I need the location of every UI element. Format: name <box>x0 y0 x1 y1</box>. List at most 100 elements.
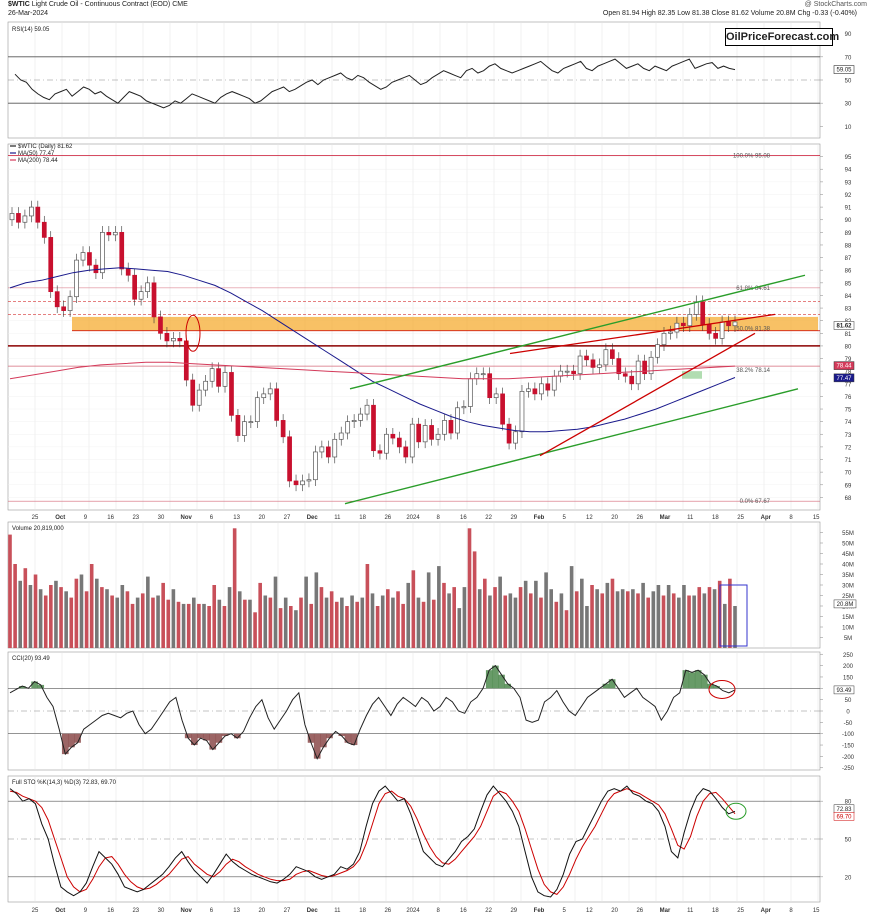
candle-body <box>22 215 28 223</box>
price-tick: 88 <box>845 243 852 249</box>
volume-last-box <box>833 599 857 609</box>
volume-bar <box>651 591 656 648</box>
volume-bar <box>666 585 671 648</box>
fib-label: 38.2% 78.14 <box>736 368 770 374</box>
volume-bar <box>467 528 472 648</box>
volume-tick: 10M <box>842 626 854 632</box>
volume-bar <box>462 587 467 648</box>
price-tick: 91 <box>845 206 852 212</box>
candle-body <box>551 375 557 391</box>
cci-oversold-fill <box>191 733 198 746</box>
candle-body <box>603 349 609 366</box>
volume-bar <box>472 551 477 648</box>
volume-bar <box>120 585 125 648</box>
volume-bar <box>707 587 712 648</box>
x-axis-label: 9 <box>84 515 88 521</box>
candle-body <box>267 388 273 395</box>
x-axis-label: 25 <box>737 515 744 521</box>
volume-bar <box>125 591 130 648</box>
cci-oversold-fill <box>313 733 321 759</box>
volume-bar <box>324 597 329 648</box>
volume-bar <box>513 597 518 648</box>
cci-overbought-fill <box>682 670 690 689</box>
volume-bar <box>483 578 487 648</box>
candle-body <box>597 364 602 368</box>
volume-bar <box>712 589 717 648</box>
volume-bar <box>411 570 416 648</box>
volume-bar <box>340 597 344 648</box>
candle-body <box>345 421 351 434</box>
candle-body <box>332 438 338 458</box>
volume-bar <box>140 593 145 648</box>
volume-bar <box>421 601 426 648</box>
candle-body <box>235 414 241 436</box>
price-tick: 81 <box>845 332 852 338</box>
cci-oversold-fill <box>338 733 346 736</box>
candle-body <box>629 375 635 385</box>
cci-highlight-ellipse <box>708 679 736 699</box>
price-tick: 89 <box>845 231 852 237</box>
candle-body <box>519 391 525 433</box>
volume-bar <box>523 580 528 648</box>
fib-label: 0.0% 67.67 <box>740 499 771 505</box>
price-tick: 80 <box>845 344 852 350</box>
x-axis-label-bottom: 8 <box>789 908 793 914</box>
cci-oversold-fill <box>234 733 241 739</box>
cci-oversold-fill <box>203 733 210 741</box>
rsi-tick: 90 <box>845 32 852 38</box>
price-tick: 73 <box>845 433 852 439</box>
volume-bar <box>232 528 237 648</box>
x-axis-label: 12 <box>586 515 593 521</box>
candle-body <box>145 282 150 293</box>
volume-bar <box>23 568 28 648</box>
sto-highlight-ellipse <box>725 802 747 820</box>
x-axis-label-bottom: 20 <box>611 908 618 914</box>
volume-bar <box>227 587 232 648</box>
candle-body <box>138 291 144 300</box>
legend-entry: MA(50) 77.47 <box>18 151 55 157</box>
candle-body <box>222 372 228 387</box>
legend-entry: $WTIC (Daily) 81.62 <box>18 144 73 150</box>
price-label-box <box>833 321 855 330</box>
candle-body <box>248 421 254 424</box>
candle-body <box>313 451 318 481</box>
x-axis-label: 20 <box>258 515 265 521</box>
candle-body <box>467 378 473 407</box>
sto-d-line <box>9 788 736 895</box>
candle-body <box>93 264 99 274</box>
ohlc-readout: Open 81.94 High 82.35 Low 81.38 Close 81… <box>602 10 857 17</box>
candle-body <box>506 423 512 444</box>
candle-body <box>358 413 363 421</box>
volume-tick: 55M <box>842 531 854 537</box>
cci-overbought-fill <box>713 686 720 689</box>
green-gap-marker <box>682 371 702 379</box>
volume-bar <box>605 582 610 648</box>
volume-bar <box>151 597 155 648</box>
volume-bar <box>212 585 217 648</box>
volume-bar <box>488 595 492 648</box>
cci-overbought-fill <box>492 665 499 689</box>
x-axis-label-bottom: Nov <box>181 908 193 914</box>
candle-body <box>29 206 34 217</box>
volume-bar <box>569 566 574 648</box>
price-tick: 83 <box>845 307 852 313</box>
cci-overbought-fill <box>602 683 610 689</box>
volume-bar <box>733 606 737 648</box>
price-label-box <box>833 373 855 383</box>
price-tick: 94 <box>845 168 852 174</box>
x-axis-label-bottom: 25 <box>737 908 744 914</box>
candle-body <box>590 359 596 368</box>
volume-bar <box>702 593 707 648</box>
price-label-box <box>833 361 855 370</box>
x-axis-label: 16 <box>107 515 114 521</box>
volume-bar <box>375 606 380 648</box>
volume-bar <box>171 589 176 648</box>
volume-bar <box>64 591 68 648</box>
volume-bar <box>156 595 160 648</box>
volume-bar <box>687 595 691 648</box>
cci-oversold-fill <box>184 733 192 739</box>
candle-body <box>461 406 467 409</box>
candle-body <box>74 259 79 298</box>
volume-highlight-box <box>719 584 748 647</box>
cci-last-box <box>833 685 855 695</box>
